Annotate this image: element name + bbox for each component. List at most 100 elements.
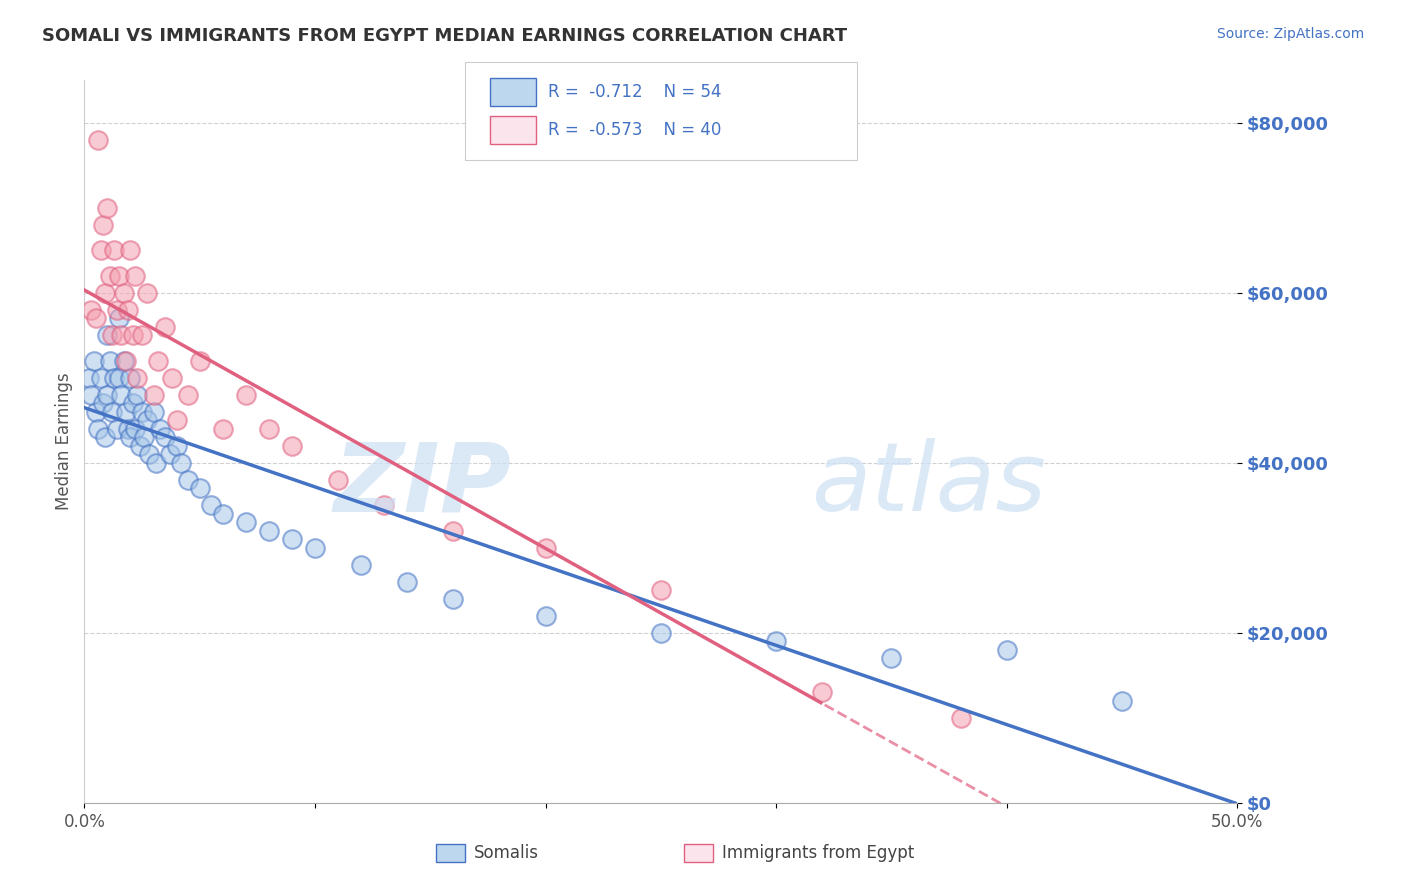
- Point: [105, 302, 128, 317]
- Point: [534, 541, 557, 555]
- Point: [134, 430, 156, 444]
- Point: [211, 507, 233, 521]
- Point: [135, 413, 157, 427]
- Point: [96, 388, 118, 402]
- Point: [650, 583, 672, 598]
- Point: [89, 371, 111, 385]
- Point: [188, 481, 211, 495]
- FancyBboxPatch shape: [465, 62, 856, 160]
- Point: [89, 244, 111, 258]
- Point: [396, 574, 419, 589]
- Point: [880, 651, 903, 665]
- Point: [87, 422, 110, 436]
- Point: [84, 405, 107, 419]
- Point: [98, 353, 121, 368]
- Point: [304, 541, 326, 555]
- Bar: [491, 116, 536, 144]
- Point: [108, 371, 131, 385]
- Point: [373, 498, 395, 512]
- Point: [131, 328, 153, 343]
- Bar: [436, 844, 465, 862]
- Point: [120, 371, 142, 385]
- Text: Immigrants from Egypt: Immigrants from Egypt: [721, 844, 914, 862]
- Point: [177, 473, 200, 487]
- Point: [211, 422, 233, 436]
- Point: [441, 591, 464, 606]
- Point: [77, 371, 100, 385]
- Point: [91, 396, 114, 410]
- Point: [177, 388, 200, 402]
- Point: [94, 285, 117, 300]
- Point: [83, 353, 105, 368]
- Point: [112, 285, 135, 300]
- Point: [281, 439, 304, 453]
- Point: [80, 302, 103, 317]
- Point: [200, 498, 222, 512]
- Point: [112, 353, 135, 368]
- Point: [153, 430, 176, 444]
- Point: [91, 218, 114, 232]
- Text: Somalis: Somalis: [474, 844, 538, 862]
- Bar: [491, 78, 536, 105]
- Point: [235, 516, 257, 530]
- Point: [103, 371, 125, 385]
- Point: [650, 625, 672, 640]
- Text: R =  -0.712    N = 54: R = -0.712 N = 54: [548, 83, 721, 101]
- Point: [96, 201, 118, 215]
- Point: [138, 447, 160, 461]
- Point: [108, 268, 131, 283]
- Point: [121, 328, 143, 343]
- Text: ZIP: ZIP: [333, 438, 510, 532]
- Point: [160, 371, 183, 385]
- Point: [110, 328, 132, 343]
- Point: [101, 328, 124, 343]
- Point: [87, 133, 110, 147]
- Point: [127, 371, 149, 385]
- Text: SOMALI VS IMMIGRANTS FROM EGYPT MEDIAN EARNINGS CORRELATION CHART: SOMALI VS IMMIGRANTS FROM EGYPT MEDIAN E…: [42, 27, 848, 45]
- Point: [115, 405, 138, 419]
- Point: [281, 533, 304, 547]
- Point: [350, 558, 373, 572]
- Point: [108, 311, 131, 326]
- Point: [105, 422, 128, 436]
- Point: [98, 268, 121, 283]
- Point: [257, 422, 280, 436]
- Point: [149, 422, 172, 436]
- Point: [949, 711, 972, 725]
- Point: [120, 430, 142, 444]
- Text: atlas: atlas: [811, 438, 1046, 532]
- Point: [121, 396, 143, 410]
- Point: [94, 430, 117, 444]
- Point: [142, 405, 165, 419]
- Point: [257, 524, 280, 538]
- Point: [765, 634, 787, 648]
- Point: [326, 473, 349, 487]
- Point: [128, 439, 150, 453]
- Point: [153, 319, 176, 334]
- Point: [170, 456, 193, 470]
- Point: [117, 422, 139, 436]
- Y-axis label: Median Earnings: Median Earnings: [55, 373, 73, 510]
- Point: [145, 456, 167, 470]
- Text: R =  -0.573    N = 40: R = -0.573 N = 40: [548, 121, 721, 139]
- Point: [441, 524, 464, 538]
- Point: [188, 353, 211, 368]
- Point: [1111, 694, 1133, 708]
- Point: [235, 388, 257, 402]
- Point: [127, 388, 149, 402]
- Bar: [683, 844, 713, 862]
- Point: [146, 353, 169, 368]
- Point: [534, 608, 557, 623]
- Point: [131, 405, 153, 419]
- Point: [142, 388, 165, 402]
- Point: [110, 388, 132, 402]
- Point: [103, 244, 125, 258]
- Point: [166, 439, 188, 453]
- Point: [117, 302, 139, 317]
- Point: [80, 388, 103, 402]
- Point: [120, 244, 142, 258]
- Point: [115, 353, 138, 368]
- Point: [101, 405, 124, 419]
- Point: [124, 422, 146, 436]
- Text: Source: ZipAtlas.com: Source: ZipAtlas.com: [1216, 27, 1364, 41]
